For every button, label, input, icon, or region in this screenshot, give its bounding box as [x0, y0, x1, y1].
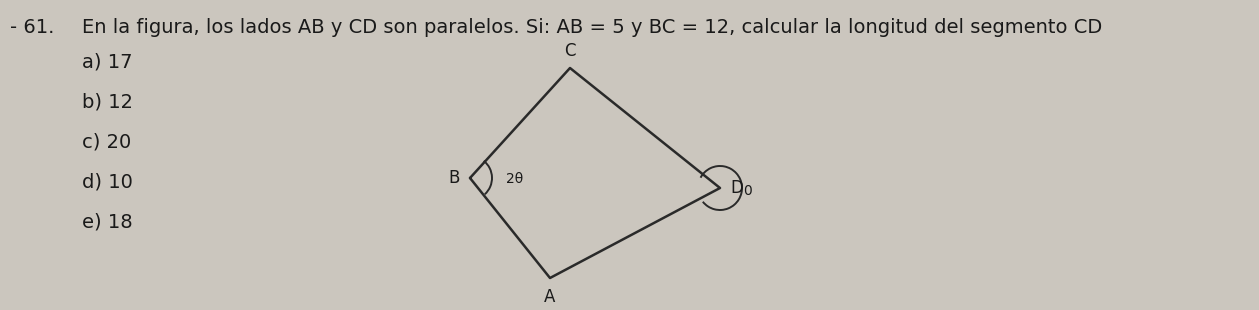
Text: C: C	[564, 42, 575, 60]
Text: En la figura, los lados AB y CD son paralelos. Si: AB = 5 y BC = 12, calcular la: En la figura, los lados AB y CD son para…	[82, 18, 1102, 37]
Text: e) 18: e) 18	[82, 212, 132, 231]
Text: 0: 0	[743, 184, 752, 198]
Text: A: A	[544, 288, 555, 306]
Text: B: B	[448, 169, 460, 187]
Text: D: D	[730, 179, 743, 197]
Text: b) 12: b) 12	[82, 92, 133, 111]
Text: - 61.: - 61.	[10, 18, 54, 37]
Text: 2θ: 2θ	[506, 172, 524, 186]
Text: d) 10: d) 10	[82, 172, 133, 191]
Text: a) 17: a) 17	[82, 52, 132, 71]
Text: c) 20: c) 20	[82, 132, 131, 151]
